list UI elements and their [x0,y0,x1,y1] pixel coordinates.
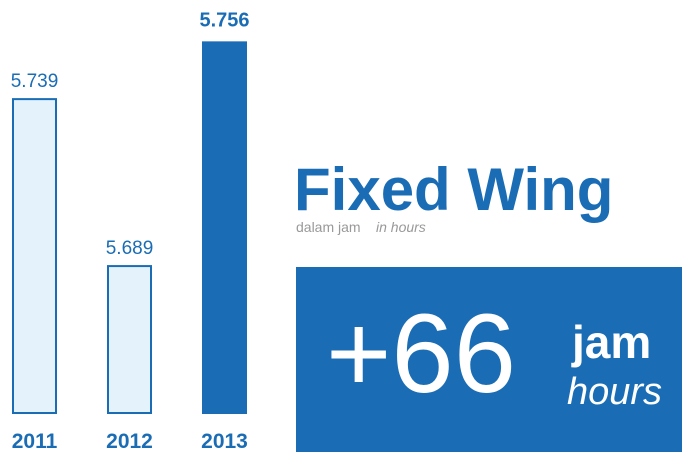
unit: jam [571,316,651,368]
unit-en: hours [567,371,662,413]
value-label: 5.756 [199,9,249,31]
value-label: 5.739 [11,71,59,92]
x-tick-label: 2012 [106,430,153,453]
bar [12,98,57,415]
bar [107,265,152,414]
subtitle: dalam jam [296,219,361,235]
summary-box [296,267,682,452]
subtitle-en: in hours [376,219,426,235]
bar [202,41,247,414]
value-label: 5.689 [106,238,154,259]
x-tick-label: 2011 [12,430,58,453]
x-tick-label: 2013 [201,430,248,453]
chart-title: Fixed Wing [294,156,613,223]
change-value: +66 [326,291,516,416]
